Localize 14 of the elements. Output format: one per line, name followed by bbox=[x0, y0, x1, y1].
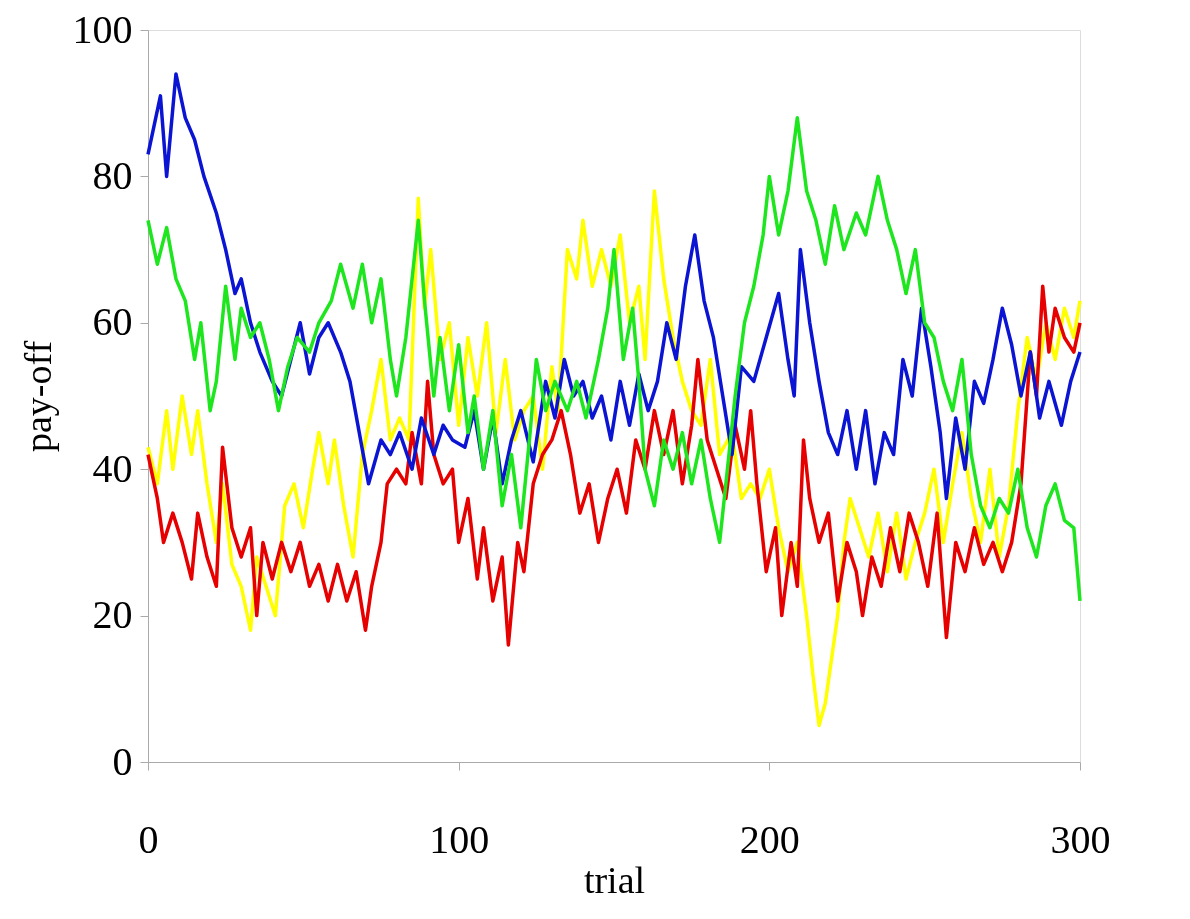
line-series bbox=[146, 116, 1082, 603]
y-tick-label: 60 bbox=[92, 299, 133, 345]
x-tick-label: 200 bbox=[739, 816, 800, 862]
line-series bbox=[146, 284, 1082, 647]
y-tick-label: 20 bbox=[92, 592, 133, 638]
y-tick-label: 0 bbox=[112, 738, 133, 784]
y-tick-label: 40 bbox=[92, 445, 133, 491]
y-tick-label: 100 bbox=[72, 6, 133, 52]
y-tick-label: 80 bbox=[92, 152, 133, 198]
line-series bbox=[146, 72, 1082, 501]
y-axis-title: pay-off bbox=[16, 340, 59, 453]
x-tick-label: 300 bbox=[1050, 816, 1111, 862]
x-tick-label: 100 bbox=[429, 816, 490, 862]
x-axis-title: trial bbox=[583, 858, 646, 901]
